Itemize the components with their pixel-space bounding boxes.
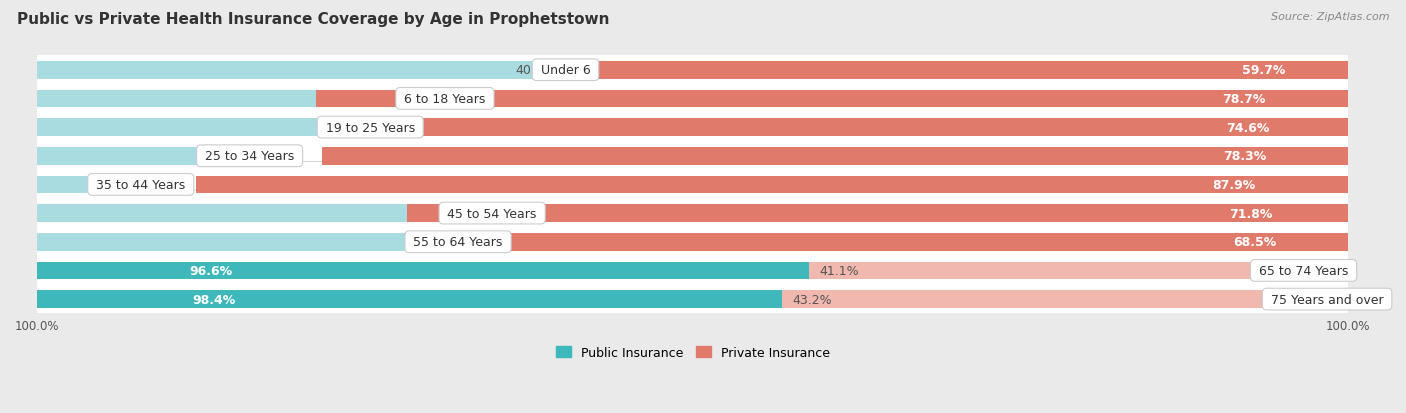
Text: 6 to 18 Years: 6 to 18 Years — [401, 93, 489, 106]
Legend: Public Insurance, Private Insurance: Public Insurance, Private Insurance — [551, 341, 835, 364]
Text: 35 to 44 Years: 35 to 44 Years — [93, 178, 190, 192]
Bar — [37, 205, 492, 223]
FancyBboxPatch shape — [34, 133, 1353, 179]
Text: 40.3%: 40.3% — [515, 64, 555, 77]
Bar — [810, 262, 1348, 280]
Text: Under 6: Under 6 — [537, 64, 595, 77]
Bar — [37, 90, 444, 108]
Bar — [37, 62, 565, 79]
FancyBboxPatch shape — [34, 47, 1353, 93]
Bar — [37, 119, 370, 137]
Bar — [316, 90, 1348, 108]
Bar — [37, 233, 458, 251]
Text: 19 to 25 Years: 19 to 25 Years — [322, 121, 419, 134]
Text: 55 to 64 Years: 55 to 64 Years — [409, 236, 506, 249]
FancyBboxPatch shape — [34, 219, 1353, 265]
Text: 68.5%: 68.5% — [1233, 236, 1277, 249]
Bar — [565, 62, 1348, 79]
Text: 87.9%: 87.9% — [1213, 178, 1256, 192]
Bar — [406, 205, 1348, 223]
Text: 32.1%: 32.1% — [408, 236, 447, 249]
Text: 74.6%: 74.6% — [1226, 121, 1270, 134]
Text: 43.2%: 43.2% — [793, 293, 832, 306]
FancyBboxPatch shape — [34, 162, 1353, 208]
FancyBboxPatch shape — [34, 105, 1353, 151]
Text: 78.7%: 78.7% — [1222, 93, 1265, 106]
Bar — [37, 262, 1303, 280]
Text: 31.1%: 31.1% — [395, 93, 434, 106]
Text: 16.2%: 16.2% — [200, 150, 239, 163]
Text: 98.4%: 98.4% — [193, 293, 235, 306]
Bar — [782, 290, 1348, 308]
Bar — [370, 119, 1348, 137]
FancyBboxPatch shape — [34, 191, 1353, 236]
Text: 71.8%: 71.8% — [1229, 207, 1272, 220]
Text: 25.4%: 25.4% — [321, 121, 360, 134]
Bar — [37, 147, 250, 165]
Text: 34.7%: 34.7% — [441, 207, 482, 220]
Text: 96.6%: 96.6% — [190, 264, 232, 277]
Bar — [37, 176, 141, 194]
Text: 78.3%: 78.3% — [1223, 150, 1265, 163]
Text: 25 to 34 Years: 25 to 34 Years — [201, 150, 298, 163]
Bar — [450, 233, 1348, 251]
Bar — [322, 147, 1348, 165]
Text: 41.1%: 41.1% — [820, 264, 859, 277]
FancyBboxPatch shape — [34, 248, 1353, 294]
Bar — [195, 176, 1348, 194]
Text: 75 Years and over: 75 Years and over — [1267, 293, 1388, 306]
Text: Public vs Private Health Insurance Coverage by Age in Prophetstown: Public vs Private Health Insurance Cover… — [17, 12, 609, 27]
Text: 65 to 74 Years: 65 to 74 Years — [1256, 264, 1353, 277]
Text: 45 to 54 Years: 45 to 54 Years — [443, 207, 541, 220]
Text: Source: ZipAtlas.com: Source: ZipAtlas.com — [1271, 12, 1389, 22]
Text: 7.9%: 7.9% — [98, 178, 131, 192]
FancyBboxPatch shape — [34, 76, 1353, 122]
Bar — [37, 290, 1327, 308]
FancyBboxPatch shape — [34, 276, 1353, 322]
Text: 59.7%: 59.7% — [1241, 64, 1285, 77]
